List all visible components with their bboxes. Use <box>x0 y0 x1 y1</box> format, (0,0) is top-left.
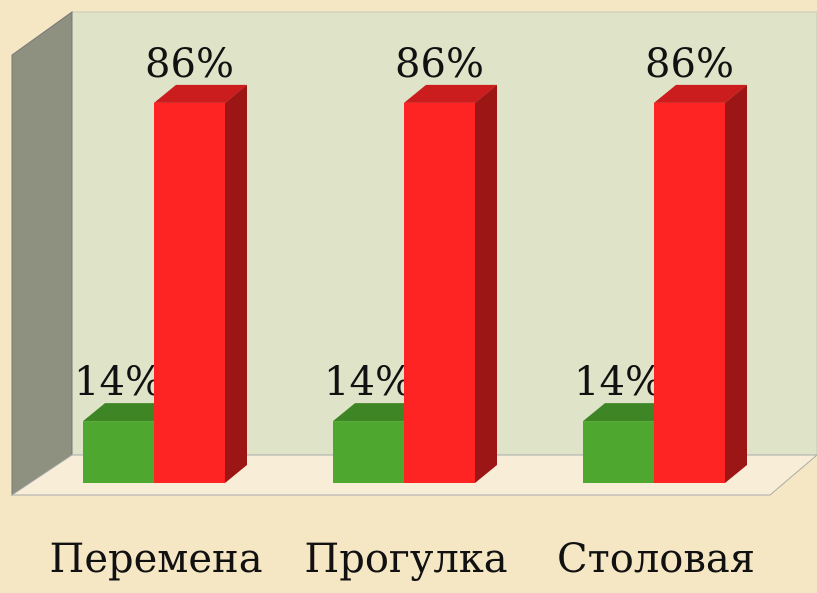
bar-front <box>83 421 154 483</box>
bar <box>154 84 247 483</box>
bar-front <box>654 102 725 483</box>
bar-top <box>154 84 247 103</box>
bar-side <box>225 84 247 483</box>
bar <box>654 84 747 483</box>
bar-side <box>725 84 747 483</box>
x-tick-label: Столовая <box>557 536 755 582</box>
data-label: 86% <box>395 41 484 87</box>
bar <box>404 84 497 483</box>
data-label: 86% <box>145 41 234 87</box>
data-label: 14% <box>74 359 163 405</box>
side-wall <box>11 11 73 496</box>
data-label: 14% <box>324 359 413 405</box>
bar-front <box>154 102 225 483</box>
x-tick-label: Перемена <box>49 536 262 582</box>
bar-top <box>654 84 747 103</box>
bar-top <box>333 403 426 422</box>
bar-front <box>333 421 404 483</box>
data-label: 14% <box>574 359 663 405</box>
bar-front <box>404 102 475 483</box>
bar-front <box>583 421 654 483</box>
bar-top <box>83 403 176 422</box>
data-label: 86% <box>645 41 734 87</box>
bar-side <box>475 84 497 483</box>
x-tick-label: Прогулка <box>304 536 507 582</box>
bar-top <box>583 403 676 422</box>
bar-top <box>404 84 497 103</box>
